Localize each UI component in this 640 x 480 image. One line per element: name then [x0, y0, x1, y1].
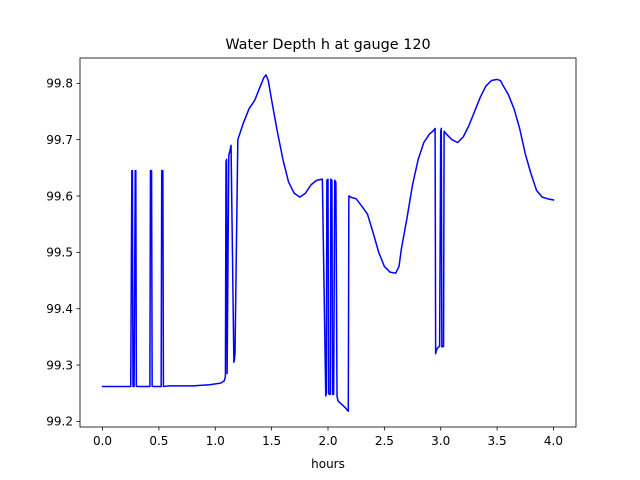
x-tick-label: 4.0 [544, 434, 563, 448]
x-tick-label: 0.5 [149, 434, 168, 448]
water-depth-line [101, 74, 555, 412]
y-axis: 99.2 99.3 99.4 99.5 99.6 99.7 99.8 [46, 77, 80, 429]
x-tick-label: 2.0 [318, 434, 337, 448]
y-tick-label: 99.4 [46, 302, 73, 316]
y-tick-label: 99.7 [46, 133, 73, 147]
y-tick-label: 99.2 [46, 415, 73, 429]
y-tick-label: 99.8 [46, 77, 73, 91]
x-tick-label: 2.5 [375, 434, 394, 448]
y-tick-label: 99.6 [46, 189, 73, 203]
chart-title: Water Depth h at gauge 120 [225, 37, 430, 53]
axes-frame [79, 57, 577, 428]
x-tick-label: 3.0 [431, 434, 450, 448]
x-axis-label: hours [311, 457, 345, 471]
x-axis: 0.0 0.5 1.0 1.5 2.0 2.5 3.0 3.5 4.0 [93, 427, 563, 448]
y-tick-label: 99.3 [46, 358, 73, 372]
x-tick-label: 1.0 [206, 434, 225, 448]
x-tick-label: 1.5 [262, 434, 281, 448]
x-tick-label: 0.0 [93, 434, 112, 448]
x-tick-label: 3.5 [488, 434, 507, 448]
plot-area [101, 74, 555, 412]
y-tick-label: 99.5 [46, 246, 73, 260]
